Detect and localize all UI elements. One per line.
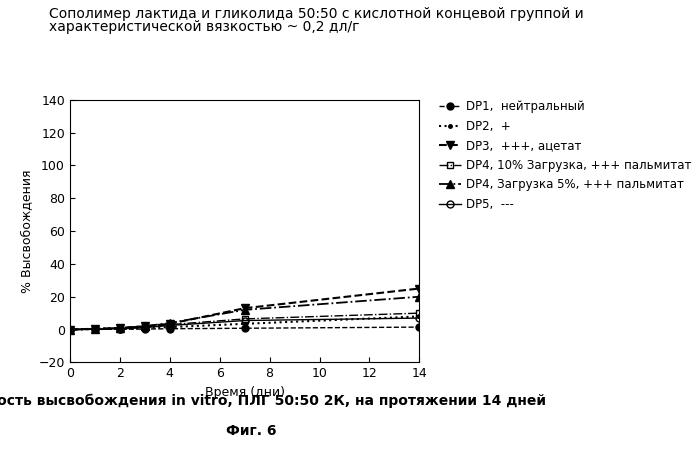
DP5,  --- [240, 318, 249, 323]
DP5,  --- [166, 323, 174, 328]
DP4, 10% Загрузка, +++ пальмитат [140, 324, 149, 330]
DP4, 10% Загрузка, +++ пальмитат [66, 327, 74, 333]
DP4, Загрузка 5%, +++ пальмитат [66, 327, 74, 333]
Line: DP2,  +: DP2, + [66, 313, 423, 333]
Line: DP1,  нейтральный: DP1, нейтральный [66, 323, 423, 333]
DP1,  нейтральный [415, 324, 424, 330]
DP2,  + [166, 324, 174, 330]
Legend: DP1,  нейтральный, DP2,  +, DP3,  +++, ацетат, DP4, 10% Загрузка, +++ пальмитат,: DP1, нейтральный, DP2, +, DP3, +++, ацет… [439, 100, 692, 211]
DP5,  --- [115, 326, 124, 332]
Text: Скорость высвобождения in vitro, ПЛГ 50:50 2К, на протяжении 14 дней: Скорость высвобождения in vitro, ПЛГ 50:… [0, 394, 546, 408]
DP2,  + [91, 326, 99, 332]
DP2,  + [415, 313, 424, 319]
DP1,  нейтральный [91, 327, 99, 332]
DP4, Загрузка 5%, +++ пальмитат [115, 325, 124, 331]
DP2,  + [140, 325, 149, 331]
DP3,  +++, ацетат [66, 327, 74, 333]
DP4, 10% Загрузка, +++ пальмитат [115, 326, 124, 332]
DP1,  нейтральный [166, 326, 174, 332]
DP1,  нейтральный [115, 327, 124, 332]
DP4, 10% Загрузка, +++ пальмитат [166, 322, 174, 328]
X-axis label: Время (дни): Время (дни) [205, 386, 284, 399]
DP3,  +++, ацетат [415, 286, 424, 291]
DP5,  --- [91, 327, 99, 332]
Line: DP5,  ---: DP5, --- [66, 314, 423, 333]
DP4, 10% Загрузка, +++ пальмитат [240, 316, 249, 322]
DP4, Загрузка 5%, +++ пальмитат [140, 323, 149, 329]
Text: характеристической вязкостью ~ 0,2 дл/г: характеристической вязкостью ~ 0,2 дл/г [49, 20, 359, 34]
DP1,  нейтральный [140, 326, 149, 332]
Text: Сополимер лактида и гликолида 50:50 с кислотной концевой группой и: Сополимер лактида и гликолида 50:50 с ки… [49, 7, 584, 21]
Line: DP4, 10% Загрузка, +++ пальмитат: DP4, 10% Загрузка, +++ пальмитат [66, 310, 423, 333]
DP1,  нейтральный [66, 327, 74, 333]
DP2,  + [240, 321, 249, 327]
DP4, 10% Загрузка, +++ пальмитат [415, 310, 424, 316]
DP3,  +++, ацетат [240, 305, 249, 311]
DP2,  + [115, 326, 124, 332]
DP4, Загрузка 5%, +++ пальмитат [91, 326, 99, 332]
DP5,  --- [415, 315, 424, 321]
Line: DP3,  +++, ацетат: DP3, +++, ацетат [66, 284, 424, 334]
DP3,  +++, ацетат [166, 321, 174, 327]
DP5,  --- [66, 327, 74, 333]
DP3,  +++, ацетат [140, 323, 149, 329]
DP4, Загрузка 5%, +++ пальмитат [240, 307, 249, 313]
DP4, 10% Загрузка, +++ пальмитат [91, 326, 99, 332]
DP2,  + [66, 327, 74, 333]
Text: Фиг. 6: Фиг. 6 [226, 424, 277, 438]
Line: DP4, Загрузка 5%, +++ пальмитат: DP4, Загрузка 5%, +++ пальмитат [66, 293, 424, 334]
Y-axis label: % Высвобождения: % Высвобождения [20, 169, 33, 293]
DP4, Загрузка 5%, +++ пальмитат [415, 294, 424, 299]
DP4, Загрузка 5%, +++ пальмитат [166, 320, 174, 326]
DP3,  +++, ацетат [91, 326, 99, 332]
DP5,  --- [140, 325, 149, 330]
DP1,  нейтральный [240, 326, 249, 331]
DP3,  +++, ацетат [115, 325, 124, 331]
